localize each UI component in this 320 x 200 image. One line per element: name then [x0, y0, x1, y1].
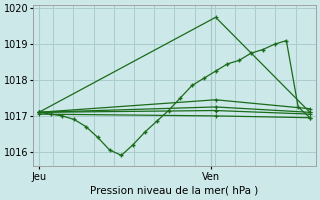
- X-axis label: Pression niveau de la mer( hPa ): Pression niveau de la mer( hPa ): [90, 186, 259, 196]
